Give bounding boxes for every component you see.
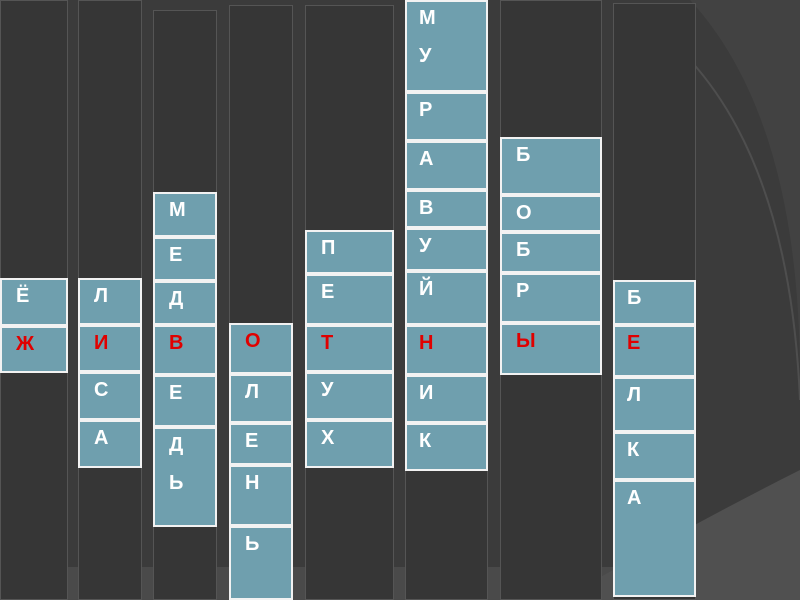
cell-letter: Х [321, 427, 335, 449]
crossword-cell[interactable]: У [405, 228, 488, 271]
cell-letter: Б [627, 287, 642, 309]
cell-letter: Д [169, 434, 184, 456]
cell-letter: Б [516, 144, 531, 166]
cell-letter: К [627, 439, 640, 461]
cell-letter: Е [627, 332, 641, 354]
cell-letter: К [419, 430, 432, 452]
crossword-cell[interactable]: Е [153, 237, 217, 281]
cell-letter: У [321, 379, 334, 401]
crossword-cell[interactable]: Б [613, 280, 696, 325]
crossword-cell-highlighted[interactable]: Н [405, 325, 488, 375]
cell-letter: Т [321, 332, 334, 354]
crossword-cell[interactable]: Л [613, 377, 696, 432]
crossword-cell[interactable]: Е [305, 274, 394, 325]
cell-letter: О [245, 330, 261, 352]
crossword-cell-highlighted[interactable]: И [78, 325, 142, 372]
crossword-cell[interactable]: У [305, 372, 394, 420]
cell-letter: И [419, 382, 434, 404]
cell-letter: Ь [169, 472, 184, 494]
cell-letter: М [169, 199, 186, 221]
cell-letter: Л [627, 384, 642, 406]
crossword-cell[interactable]: С [78, 372, 142, 420]
crossword-cell-highlighted[interactable]: В [153, 325, 217, 375]
cell-letter: В [419, 197, 434, 219]
cell-letter: Р [516, 280, 530, 302]
crossword-cell[interactable]: Е [229, 423, 293, 465]
crossword-cell[interactable]: Ь [229, 526, 293, 600]
crossword-cell[interactable]: И [405, 375, 488, 423]
cell-letter: Л [245, 381, 260, 403]
crossword-cell[interactable]: Л [78, 278, 142, 325]
cell-letter: Л [94, 285, 109, 307]
cell-letter: У [419, 235, 432, 257]
cell-letter: Й [419, 278, 434, 300]
cell-letter: А [94, 427, 109, 449]
cell-letter: А [627, 487, 642, 509]
cell-letter: И [94, 332, 109, 354]
crossword-cell[interactable]: А [405, 141, 488, 190]
cell-letter: Д [169, 288, 184, 310]
crossword-cell[interactable]: М [153, 192, 217, 237]
cell-letter: В [169, 332, 184, 354]
crossword-cell-highlighted[interactable]: О [229, 323, 293, 374]
crossword-cell[interactable]: Б [500, 137, 602, 195]
crossword-cell[interactable]: Б [500, 232, 602, 273]
cell-letter: Ы [516, 330, 536, 352]
cell-letter: Е [169, 244, 183, 266]
cell-letter: Ь [245, 533, 260, 555]
crossword-cell-highlighted[interactable]: Ж [0, 326, 68, 373]
cell-letter: У [419, 45, 432, 67]
cell-letter: О [516, 202, 532, 224]
crossword-cell[interactable]: Н [229, 465, 293, 526]
crossword-cell-highlighted[interactable]: Е [613, 325, 696, 377]
cell-letter: Е [321, 281, 335, 303]
crossword-cell[interactable]: А [78, 420, 142, 468]
crossword-cell[interactable]: Й [405, 271, 488, 325]
cell-letter: Ё [16, 285, 30, 307]
cell-letter: М [419, 7, 436, 29]
crossword-cell[interactable]: Л [229, 374, 293, 423]
cell-letter: Ж [16, 333, 35, 355]
crossword-cell[interactable]: Д [153, 281, 217, 325]
cell-letter: Е [169, 382, 183, 404]
crossword-cell[interactable]: В [405, 190, 488, 228]
cell-letter: А [419, 148, 434, 170]
cell-letter: Р [419, 99, 433, 121]
cell-letter: Е [245, 430, 259, 452]
crossword-cell[interactable]: П [305, 230, 394, 274]
crossword-cell[interactable]: К [613, 432, 696, 480]
crossword-cell[interactable]: К [405, 423, 488, 471]
cell-letter: Н [419, 332, 434, 354]
crossword-cell[interactable]: О [500, 195, 602, 232]
crossword-cell[interactable]: Р [500, 273, 602, 323]
cell-letter: П [321, 237, 336, 259]
crossword-cell-highlighted[interactable]: Т [305, 325, 394, 372]
cell-letter: Б [516, 239, 531, 261]
crossword-cell[interactable]: Е [153, 375, 217, 427]
crossword-cell[interactable]: А [613, 480, 696, 597]
crossword-cell[interactable]: Р [405, 92, 488, 141]
crossword-cell-highlighted[interactable]: Ы [500, 323, 602, 375]
cell-letter: С [94, 379, 109, 401]
crossword-cell[interactable]: Х [305, 420, 394, 468]
crossword-cell[interactable]: Ё [0, 278, 68, 326]
cell-letter: Н [245, 472, 260, 494]
